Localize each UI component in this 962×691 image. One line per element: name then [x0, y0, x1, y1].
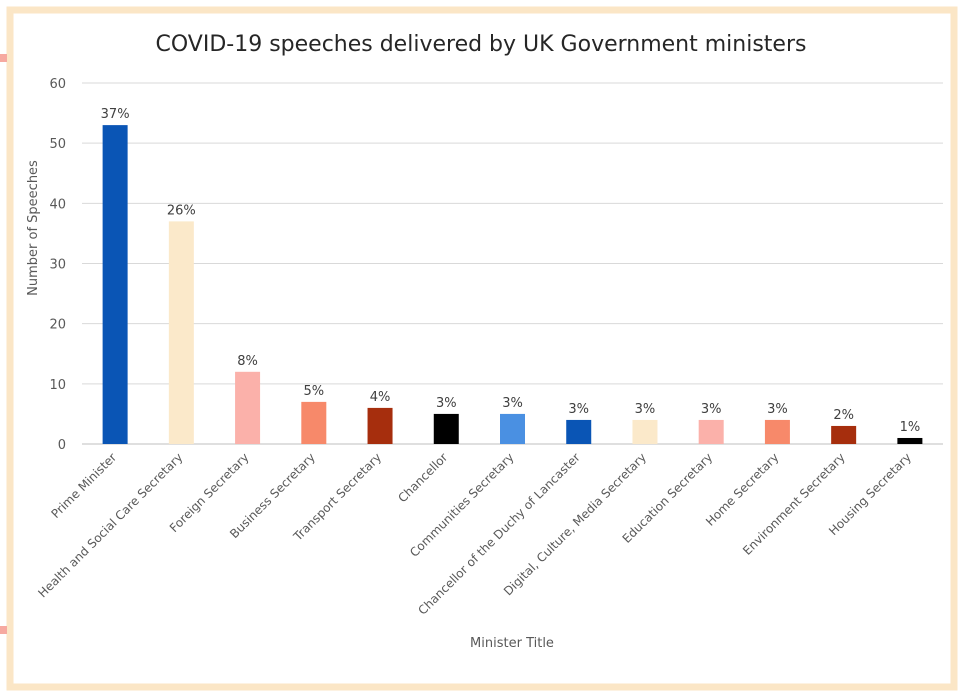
y-tick-label: 50: [49, 137, 66, 152]
x-category-label: Digital, Culture, Media Secretary: [501, 450, 649, 598]
data-label: 2%: [833, 408, 854, 423]
bar: [367, 407, 393, 444]
bar: [102, 125, 128, 444]
x-category-label: Chancellor: [395, 450, 450, 505]
bar: [566, 419, 592, 444]
bar: [168, 221, 194, 444]
data-label: 4%: [370, 390, 391, 405]
bar: [433, 413, 459, 444]
data-label: 1%: [900, 420, 921, 435]
data-label: 3%: [701, 402, 722, 417]
x-axis-title: Minister Title: [470, 636, 554, 651]
frame-border: [6, 6, 958, 691]
data-label: 3%: [436, 396, 457, 411]
bar: [500, 413, 525, 444]
data-label: 26%: [167, 203, 196, 218]
edge-mark-left-bottom: [0, 626, 7, 634]
bar: [632, 419, 658, 444]
y-axis-title: Number of Speeches: [26, 160, 41, 296]
data-label: 3%: [502, 396, 523, 411]
bars: [102, 125, 923, 444]
y-tick-label: 60: [49, 77, 66, 92]
bar: [764, 419, 790, 444]
edge-mark-left-top: [0, 54, 7, 62]
bar: [301, 401, 327, 444]
data-label: 3%: [568, 402, 589, 417]
y-tick-label: 10: [49, 378, 66, 393]
chart-title: COVID-19 speeches delivered by UK Govern…: [156, 32, 807, 57]
x-category-label: Prime Minister: [48, 450, 119, 521]
data-label: 8%: [237, 354, 258, 369]
y-axis-ticks: 0 10 20 30 40 50 60: [49, 77, 66, 453]
bar: [831, 425, 857, 444]
bar: [897, 437, 923, 444]
gridlines: [82, 82, 943, 445]
y-tick-label: 30: [49, 258, 66, 273]
data-labels: 37% 26% 8% 5% 4% 3% 3% 3% 3% 3% 3% 2% 1%: [101, 107, 921, 435]
bar: [698, 419, 724, 444]
data-label: 3%: [635, 402, 656, 417]
bar: [235, 371, 261, 444]
data-label: 3%: [767, 402, 788, 417]
y-tick-label: 0: [58, 438, 66, 453]
y-tick-label: 20: [49, 318, 66, 333]
data-label: 37%: [101, 107, 130, 122]
y-tick-label: 40: [49, 197, 66, 212]
x-category-label: Health and Social Care Secretary: [35, 450, 185, 600]
data-label: 5%: [303, 384, 324, 399]
